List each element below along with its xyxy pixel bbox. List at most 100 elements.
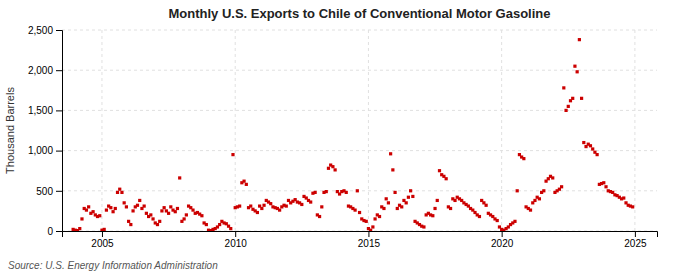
- x-grid-line: [235, 30, 236, 231]
- point: [382, 207, 385, 210]
- point: [325, 190, 328, 193]
- point: [129, 223, 132, 226]
- point: [118, 188, 121, 191]
- point: [231, 153, 234, 156]
- point: [405, 201, 408, 204]
- point: [485, 204, 488, 207]
- x-axis-line: [63, 232, 658, 238]
- point: [91, 210, 94, 213]
- point: [205, 223, 208, 226]
- point: [356, 189, 359, 192]
- x-tick: 2015: [358, 231, 381, 249]
- point: [542, 189, 545, 192]
- plot-area: 2005 2010 2015 2020 2025 0 500 1,000 1,500 2,000 2…: [28, 25, 658, 249]
- y-grid-line: [62, 30, 657, 31]
- point: [278, 208, 281, 211]
- x-tick-mark: [502, 231, 503, 237]
- point: [345, 191, 348, 194]
- point: [245, 183, 248, 186]
- point: [387, 201, 390, 204]
- point: [411, 195, 414, 198]
- x-tick: 2010: [225, 231, 248, 249]
- point: [453, 199, 456, 202]
- y-tick-label: 2,500: [28, 25, 53, 36]
- point: [331, 165, 334, 168]
- point: [369, 229, 372, 231]
- y-grid-line: [62, 150, 657, 151]
- y-grid-line: [62, 190, 657, 191]
- point: [183, 217, 186, 220]
- point: [136, 204, 139, 207]
- point: [400, 205, 403, 208]
- y-tick-label: 1,500: [28, 105, 53, 116]
- point: [176, 207, 179, 210]
- y-grid-line: [62, 110, 657, 111]
- y-tick-label: 1,000: [28, 145, 53, 156]
- point: [158, 220, 161, 223]
- y-tick: 0: [47, 226, 62, 237]
- point: [562, 86, 565, 89]
- x-grid-line: [634, 30, 635, 231]
- x-tick: 2020: [491, 231, 514, 249]
- point: [582, 141, 585, 144]
- point: [560, 185, 563, 188]
- point: [174, 210, 177, 213]
- point: [529, 208, 532, 211]
- point: [109, 206, 112, 209]
- x-tick-label: 2025: [624, 238, 647, 249]
- point: [200, 214, 203, 217]
- point: [80, 217, 83, 220]
- x-grid-line: [368, 30, 369, 231]
- point: [604, 185, 607, 188]
- point: [103, 228, 106, 231]
- y-tick-label: 2,000: [28, 65, 53, 76]
- point: [567, 105, 570, 108]
- point: [178, 176, 181, 179]
- y-tick-mark: [56, 151, 62, 152]
- x-tick: 2005: [91, 231, 114, 249]
- x-tick: 2025: [624, 231, 647, 249]
- point: [385, 197, 388, 200]
- point: [138, 199, 141, 202]
- point: [327, 167, 330, 170]
- point: [571, 97, 574, 100]
- point: [229, 227, 232, 230]
- chart: 2005 2010 2015 2020 2025 0 500 1,000 1,500 2,000 2…: [0, 0, 675, 275]
- point: [522, 157, 525, 160]
- y-axis: 0 500 1,000 1,500 2,000 2,500: [28, 25, 63, 237]
- point: [149, 213, 152, 216]
- point: [478, 215, 481, 218]
- point: [396, 207, 399, 210]
- y-tick-mark: [56, 231, 62, 232]
- point: [285, 204, 288, 207]
- point: [449, 207, 452, 210]
- point: [191, 208, 194, 211]
- point: [143, 204, 146, 207]
- point: [116, 191, 119, 194]
- point: [163, 206, 166, 209]
- point: [573, 65, 576, 68]
- point: [580, 97, 583, 100]
- x-tick-mark: [102, 231, 103, 237]
- x-grid-line: [501, 30, 502, 231]
- y-tick-mark: [56, 30, 62, 31]
- title: Monthly U.S. Exports to Chile of Convent…: [168, 6, 550, 21]
- y-tick-label: 0: [47, 226, 53, 237]
- point: [114, 207, 117, 210]
- x-tick-mark: [635, 231, 636, 237]
- point: [533, 199, 536, 202]
- x-tick-label: 2020: [491, 238, 514, 249]
- point: [389, 152, 392, 155]
- point: [373, 217, 376, 220]
- point: [238, 204, 241, 207]
- points: [72, 38, 635, 231]
- point: [160, 209, 163, 212]
- point: [262, 204, 265, 207]
- point: [516, 189, 519, 192]
- point: [314, 191, 317, 194]
- point: [378, 215, 381, 218]
- x-grid-line: [101, 30, 102, 231]
- point: [596, 153, 599, 156]
- y-tick: 500: [36, 186, 62, 197]
- y-tick: 1,000: [28, 145, 62, 156]
